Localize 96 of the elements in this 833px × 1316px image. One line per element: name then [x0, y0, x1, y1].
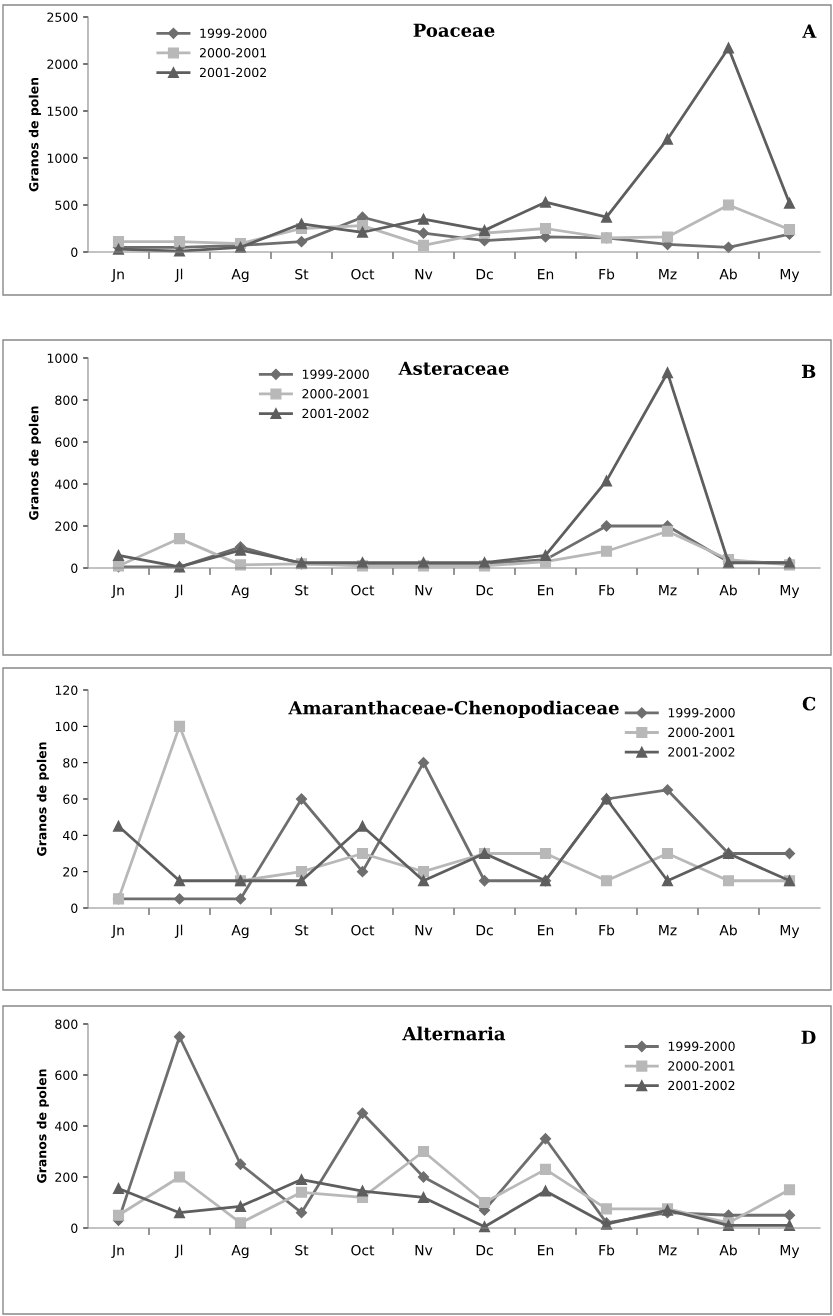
- x-tick-label: Jl: [174, 584, 183, 598]
- chart-title: Asteraceae: [398, 361, 509, 376]
- y-tick-label: 1000: [47, 353, 78, 363]
- annotation: D: [801, 1030, 816, 1044]
- annotation: A: [802, 24, 817, 38]
- x-tick-label: Fb: [599, 924, 615, 936]
- x-tick-label: Ag: [231, 585, 249, 599]
- x-tick-label: Fb: [599, 1244, 615, 1256]
- legend-label: 2000-2001: [199, 48, 267, 58]
- y-tick-label: 200: [55, 521, 78, 531]
- y-axis-title: Granos de polen: [28, 406, 41, 520]
- y-tick-label: 800: [55, 395, 78, 405]
- x-tick-label: Ag: [231, 269, 249, 283]
- legend-label: 2001-2002: [199, 67, 266, 78]
- x-tick-label: Dc: [476, 925, 493, 936]
- x-tick-label: Ag: [231, 925, 249, 939]
- x-tick-label: Dc: [476, 269, 493, 280]
- y-tick-label: 400: [55, 1121, 78, 1131]
- legend-label: 2001-2002: [668, 747, 735, 757]
- y-tick-label: 800: [55, 1019, 78, 1029]
- x-tick-label: Fb: [599, 584, 615, 596]
- x-tick-label: Mz: [659, 269, 677, 280]
- x-tick-label: Mz: [659, 925, 677, 936]
- x-tick-label: Oct: [351, 924, 375, 936]
- y-tick-label: 60: [63, 794, 78, 804]
- x-tick-label: Jl: [174, 268, 183, 282]
- legend-label: 1999-2000: [668, 708, 735, 718]
- y-axis-title: Granos de polen: [36, 742, 49, 856]
- x-tick-label: Dc: [476, 585, 493, 596]
- x-tick-label: Jn: [111, 925, 124, 938]
- x-tick-label: Oct: [351, 584, 375, 596]
- legend-label: 2001-2002: [668, 1080, 735, 1091]
- x-tick-label: Nv: [415, 269, 433, 280]
- legend-label: 2000-2001: [668, 727, 735, 738]
- chart-title: Alternaria: [402, 1026, 506, 1041]
- x-tick-label: St: [295, 584, 309, 596]
- x-tick-label: Nv: [415, 1245, 433, 1256]
- legend-label: 1999-2000: [668, 1041, 735, 1052]
- text: Amaranthaceae-Chenopodiaceae: [288, 700, 619, 719]
- x-tick-label: Nv: [415, 925, 433, 936]
- y-tick-label: 20: [63, 867, 78, 877]
- x-tick-label: Oct: [351, 1244, 375, 1256]
- legend-label: 1999-2000: [302, 369, 369, 379]
- legend-label: 2000-2001: [668, 1061, 735, 1071]
- y-tick-label: 0: [71, 1223, 78, 1233]
- x-tick-label: Ab: [719, 1244, 737, 1256]
- y-tick-label: 0: [71, 247, 78, 257]
- x-tick-label: Oct: [351, 268, 375, 280]
- y-tick-label: 1000: [47, 153, 78, 163]
- x-tick-label: Ab: [719, 584, 737, 596]
- x-tick-label: Jn: [111, 585, 124, 598]
- x-tick-label: St: [295, 1244, 309, 1256]
- y-tick-label: 500: [55, 200, 78, 210]
- y-tick-label: 2500: [47, 12, 78, 22]
- x-tick-label: Mz: [659, 1245, 677, 1256]
- y-tick-label: 100: [55, 721, 78, 732]
- x-tick-label: Jl: [174, 1244, 183, 1258]
- x-tick-label: Mz: [659, 585, 677, 596]
- x-tick-label: En: [538, 585, 554, 596]
- y-tick-label: 0: [71, 563, 78, 573]
- y-tick-label: 600: [55, 437, 78, 447]
- y-tick-label: 120: [55, 685, 78, 695]
- x-tick-label: My: [780, 1245, 800, 1259]
- x-tick-label: En: [538, 269, 554, 280]
- x-tick-label: My: [780, 269, 800, 283]
- x-tick-label: Jn: [111, 269, 124, 282]
- y-axis-title: Granos de polen: [28, 77, 41, 192]
- y-tick-label: 600: [55, 1070, 78, 1080]
- x-tick-label: Fb: [599, 268, 615, 280]
- legend-label: 1999-2000: [200, 28, 267, 38]
- x-tick-label: St: [295, 268, 309, 280]
- x-tick-label: Ab: [719, 268, 737, 280]
- x-tick-label: Jl: [174, 924, 183, 938]
- x-tick-label: En: [538, 925, 554, 936]
- x-tick-label: En: [538, 1245, 554, 1256]
- chart-title: Poaceae: [413, 23, 495, 38]
- y-tick-label: 0: [71, 903, 78, 913]
- annotation: C: [802, 696, 816, 711]
- x-tick-label: St: [295, 924, 309, 936]
- y-tick-label: 400: [55, 479, 78, 489]
- y-tick-label: 2000: [47, 59, 78, 69]
- y-tick-label: 40: [62, 830, 78, 841]
- annotation: B: [801, 364, 816, 379]
- x-tick-label: My: [780, 585, 800, 599]
- legend-label: 2000-2001: [302, 389, 369, 399]
- y-tick-label: 200: [55, 1172, 78, 1182]
- y-tick-label: 1500: [47, 106, 78, 116]
- x-tick-label: Ab: [719, 924, 737, 936]
- x-tick-label: Nv: [415, 585, 433, 596]
- legend-label: 2001-2002: [302, 408, 369, 419]
- x-tick-label: Dc: [476, 1245, 493, 1256]
- x-tick-label: Ag: [231, 1245, 249, 1259]
- y-tick-label: 80: [63, 758, 78, 768]
- x-tick-label: My: [780, 925, 800, 939]
- x-tick-label: Jn: [111, 1245, 124, 1258]
- y-axis-title: Granos de polen: [36, 1069, 49, 1183]
